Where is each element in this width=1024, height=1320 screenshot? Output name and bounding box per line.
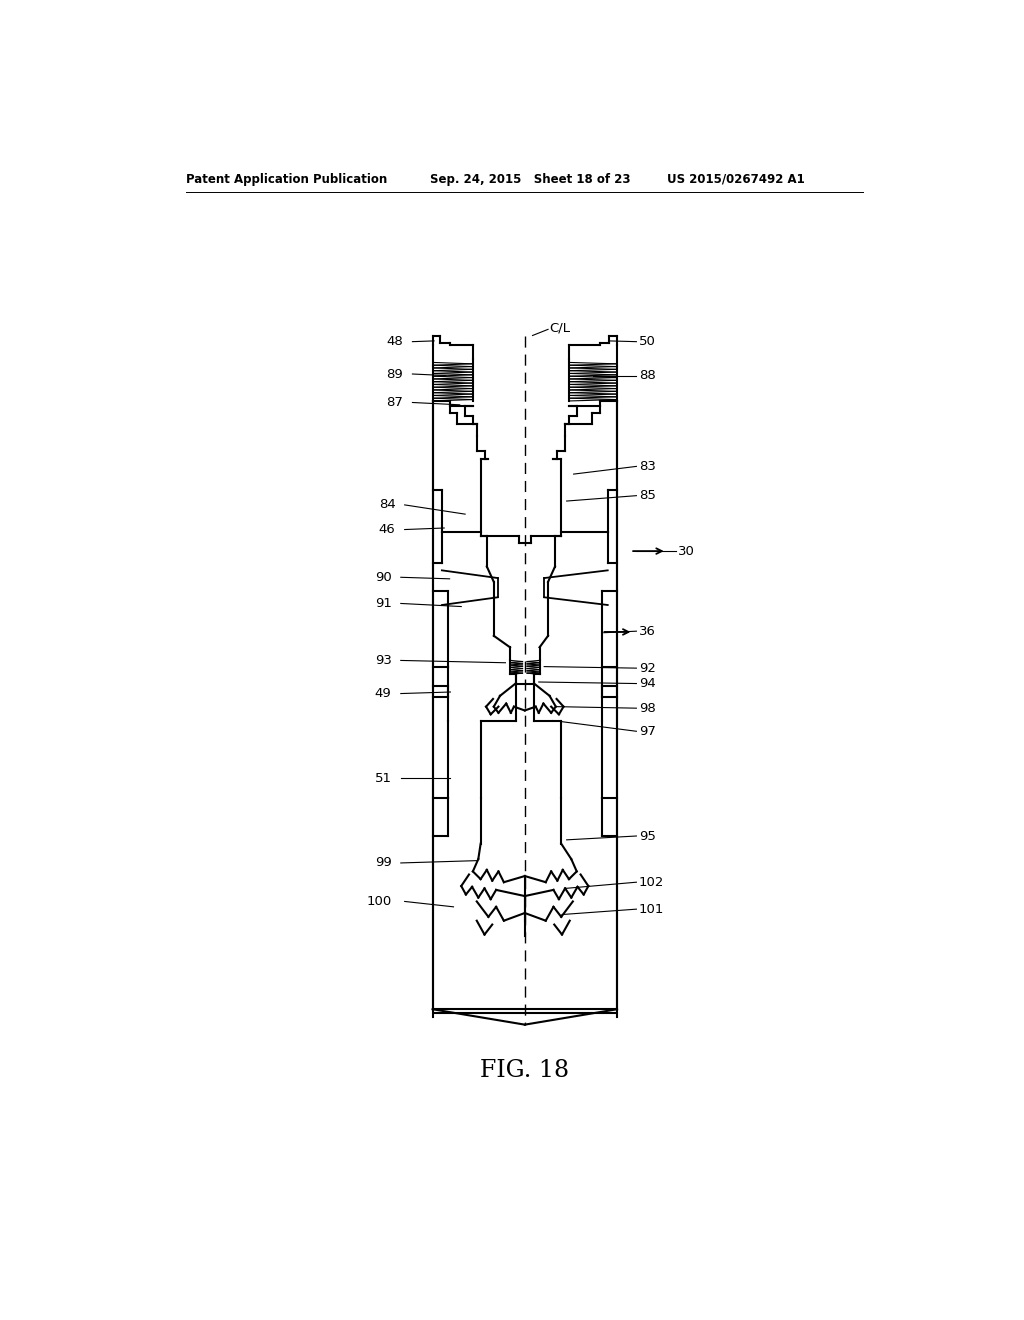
Text: 36: 36: [639, 624, 655, 638]
Text: 84: 84: [379, 499, 395, 511]
Text: 48: 48: [386, 335, 403, 348]
Text: 92: 92: [639, 661, 655, 675]
Text: 51: 51: [375, 772, 391, 785]
Text: 30: 30: [678, 545, 695, 557]
Text: 95: 95: [639, 829, 655, 842]
Text: 89: 89: [386, 367, 403, 380]
Text: 85: 85: [639, 490, 655, 502]
Text: 46: 46: [379, 523, 395, 536]
Text: 90: 90: [375, 570, 391, 583]
Text: 91: 91: [375, 597, 391, 610]
Text: 88: 88: [639, 370, 655, 381]
Text: US 2015/0267492 A1: US 2015/0267492 A1: [667, 173, 805, 186]
Text: 94: 94: [639, 677, 655, 690]
Text: 49: 49: [375, 686, 391, 700]
Text: 83: 83: [639, 459, 655, 473]
Text: FIG. 18: FIG. 18: [480, 1060, 569, 1082]
Text: 93: 93: [375, 653, 391, 667]
Text: C/L: C/L: [550, 321, 570, 334]
Text: 99: 99: [375, 857, 391, 870]
Text: 97: 97: [639, 725, 655, 738]
Text: 98: 98: [639, 702, 655, 714]
Text: Patent Application Publication: Patent Application Publication: [186, 173, 387, 186]
Text: 101: 101: [639, 903, 665, 916]
Text: 100: 100: [367, 895, 391, 908]
Text: Sep. 24, 2015   Sheet 18 of 23: Sep. 24, 2015 Sheet 18 of 23: [430, 173, 631, 186]
Text: 102: 102: [639, 875, 665, 888]
Text: 50: 50: [639, 335, 655, 348]
Text: 87: 87: [386, 396, 403, 409]
